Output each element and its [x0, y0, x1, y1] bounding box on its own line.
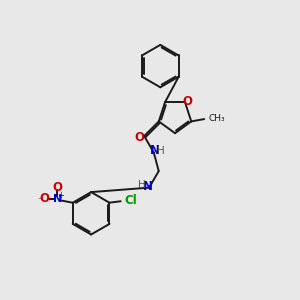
Text: N: N [143, 180, 153, 193]
Text: N: N [53, 194, 62, 204]
Text: H: H [138, 180, 146, 190]
Text: O: O [39, 192, 49, 205]
Text: Cl: Cl [125, 194, 137, 207]
Text: CH₃: CH₃ [209, 114, 226, 123]
Text: O: O [182, 94, 192, 108]
Text: ⁻: ⁻ [37, 196, 42, 206]
Text: H: H [157, 146, 165, 156]
Text: O: O [134, 131, 144, 144]
Text: +: + [58, 191, 64, 200]
Text: N: N [150, 144, 160, 157]
Text: O: O [52, 181, 62, 194]
